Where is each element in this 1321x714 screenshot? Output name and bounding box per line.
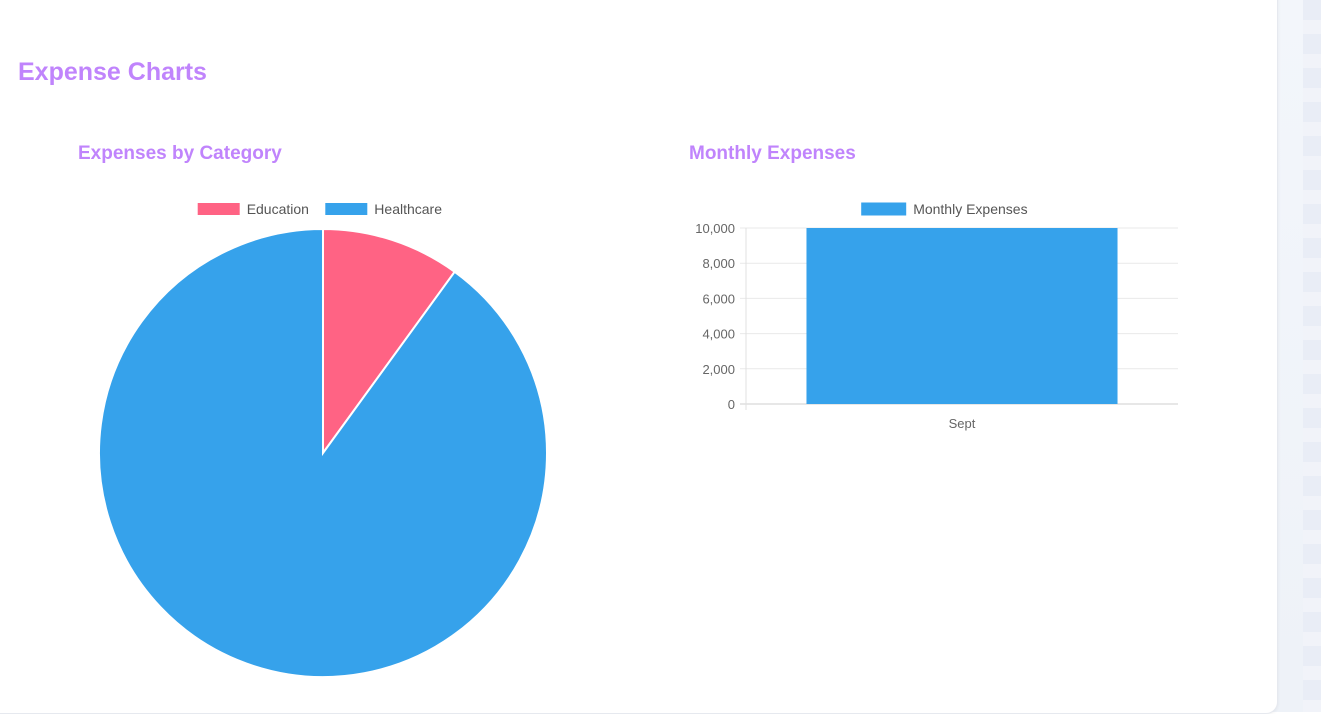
legend-swatch-healthcare[interactable]	[325, 203, 368, 215]
legend-swatch-education[interactable]	[197, 203, 240, 215]
pie-chart: Education Healthcare	[98, 201, 548, 678]
pie-chart-title: Expenses by Category	[78, 143, 282, 164]
pie-slice-education[interactable]	[322, 227, 457, 457]
bar-chart-title: Monthly Expenses	[689, 143, 856, 164]
legend-label-education[interactable]: Education	[247, 201, 309, 217]
pie-slice-healthcare[interactable]	[98, 227, 548, 678]
right-side-panel-edge	[1303, 0, 1321, 712]
page-title: Expense Charts	[18, 58, 207, 86]
legend-label-healthcare[interactable]: Healthcare	[374, 201, 442, 217]
